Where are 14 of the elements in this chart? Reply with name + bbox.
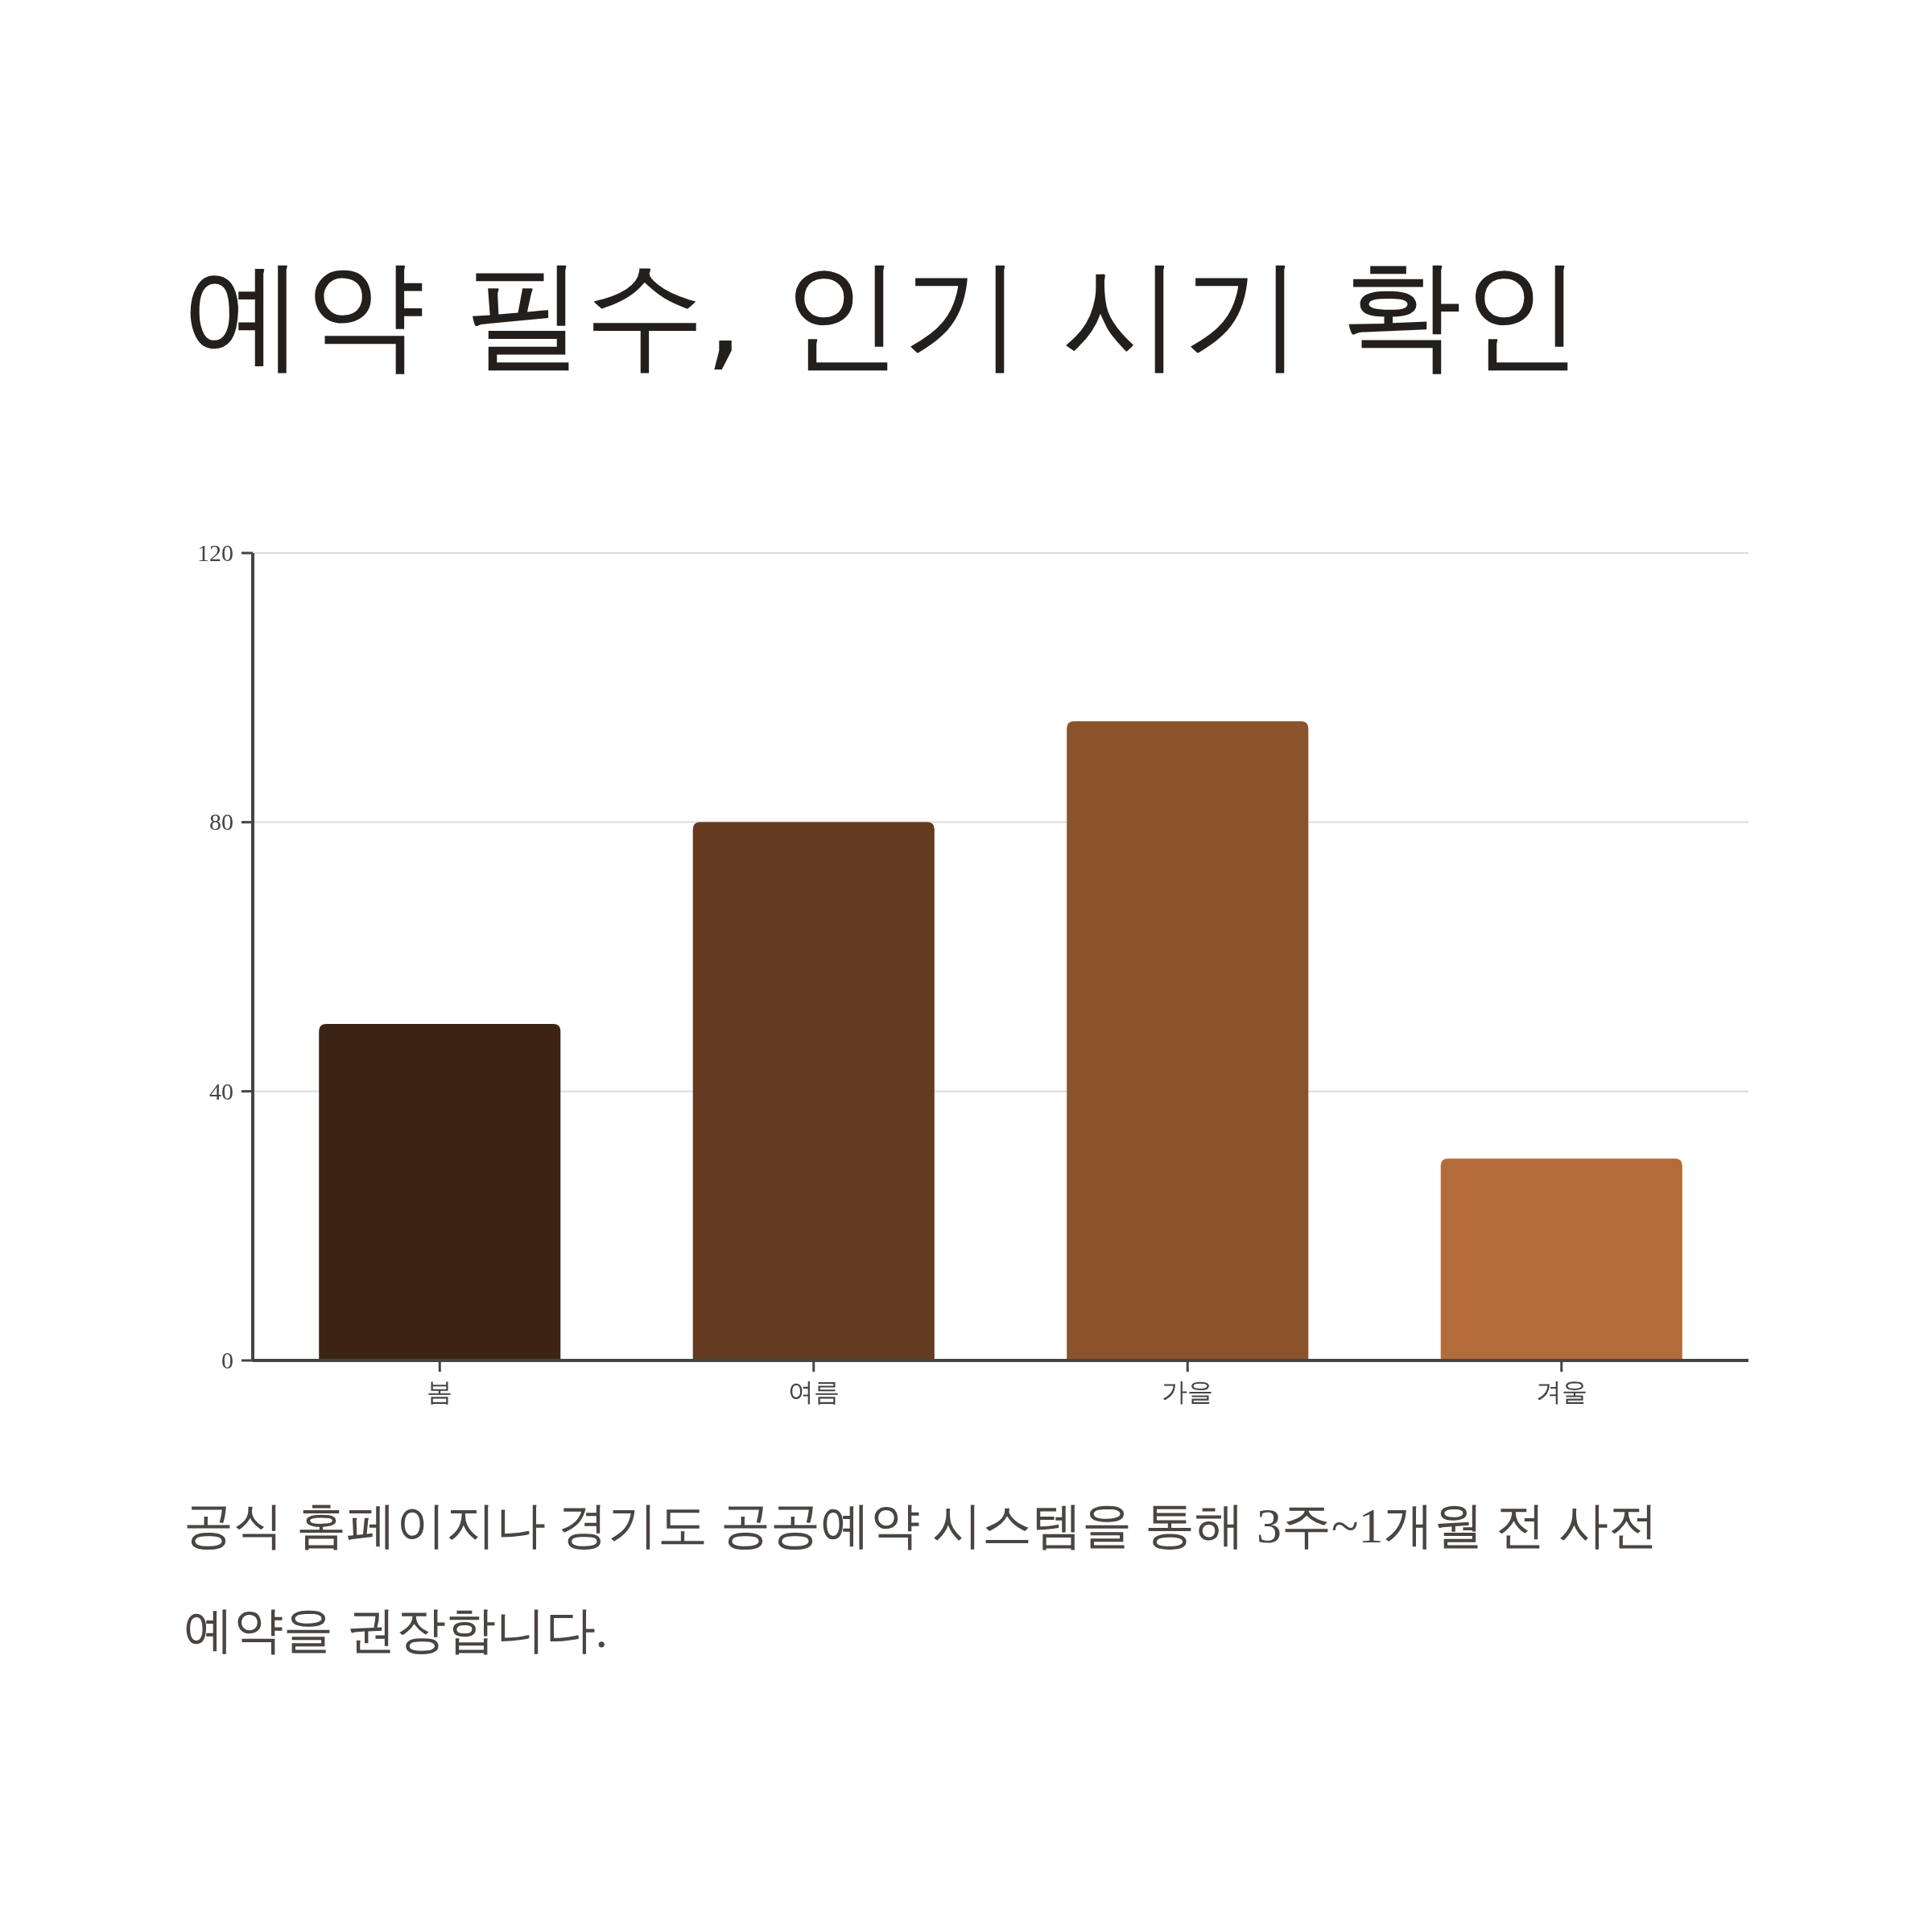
x-tick-label: 봄 xyxy=(427,1377,453,1407)
x-tick-label: 가을 xyxy=(1162,1377,1214,1407)
bar xyxy=(692,822,935,1360)
x-tick-label: 여름 xyxy=(787,1377,840,1407)
chart-title: 예약 필수, 인기 시기 확인 xyxy=(184,243,1583,386)
x-tick-label: 겨울 xyxy=(1535,1377,1587,1407)
y-tick-label: 80 xyxy=(209,808,233,836)
bar xyxy=(319,1024,561,1360)
y-tick-label: 120 xyxy=(197,539,233,566)
bar xyxy=(1067,720,1309,1360)
bar xyxy=(1440,1158,1682,1360)
y-tick-label: 40 xyxy=(209,1077,233,1104)
text: 공식 홈페이지나 경기도 공공예약 시스템을 통해 3주~1개월 전 사전 예약을 권장합니다. xyxy=(184,1497,1659,1659)
y-tick-label: 0 xyxy=(221,1347,233,1373)
